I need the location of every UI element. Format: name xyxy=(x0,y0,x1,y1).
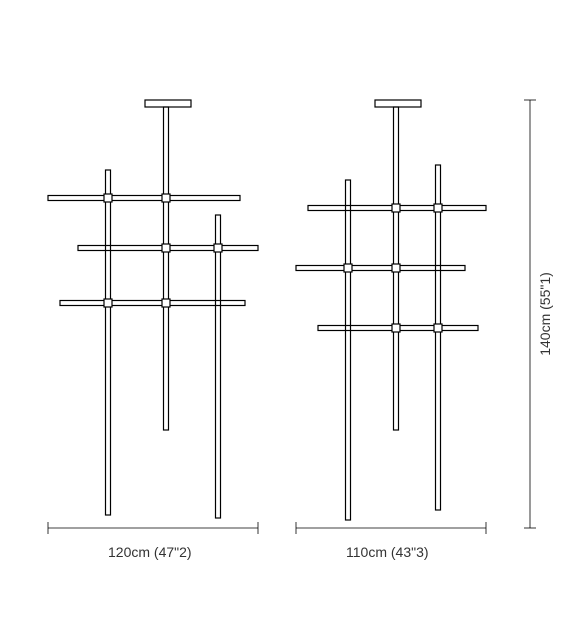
diagram-container: 120cm (47"2) 110cm (43"3) 140cm (55"1) xyxy=(0,0,574,642)
height-label: 140cm (55"1) xyxy=(537,272,553,356)
width-left-label: 120cm (47"2) xyxy=(108,544,192,560)
fixture-diagram-svg xyxy=(0,0,574,642)
width-right-label: 110cm (43"3) xyxy=(346,544,429,560)
